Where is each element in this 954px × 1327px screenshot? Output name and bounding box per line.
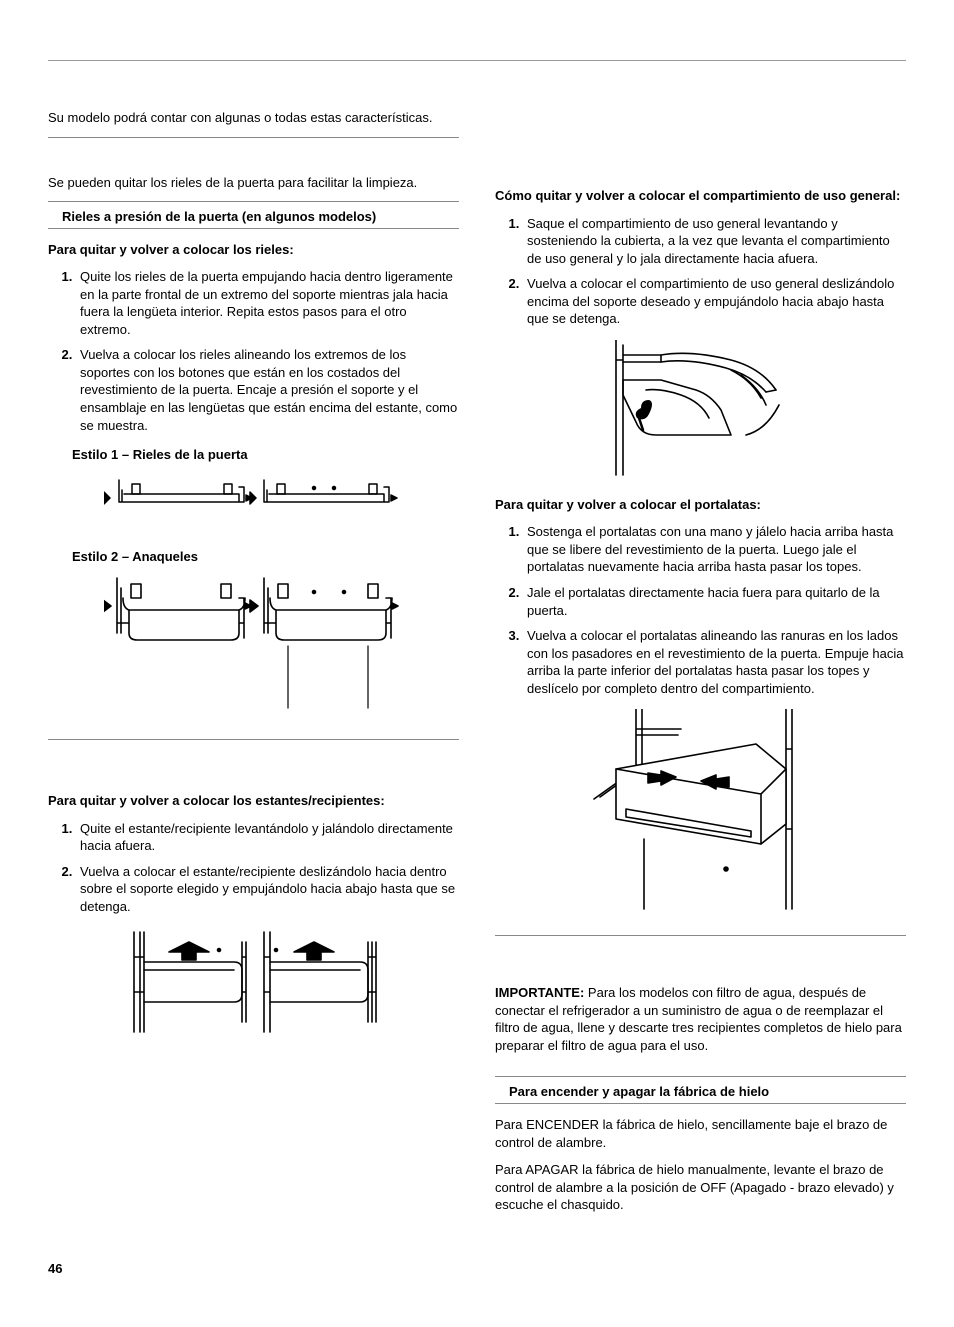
figure-style1-rails bbox=[48, 472, 459, 532]
intro-text: Su modelo podrá contar con algunas o tod… bbox=[48, 109, 459, 127]
top-horizontal-rule bbox=[48, 60, 906, 61]
list-item: Vuelva a colocar el estante/recipiente d… bbox=[76, 863, 459, 916]
two-column-layout: Su modelo podrá contar con algunas o tod… bbox=[48, 109, 906, 1224]
divider bbox=[495, 1103, 906, 1104]
list-item: Sostenga el portalatas con una mano y já… bbox=[523, 523, 906, 576]
list-item: Quite el estante/recipiente levantándolo… bbox=[76, 820, 459, 855]
subheading-canholder: Para quitar y volver a colocar el portal… bbox=[495, 496, 906, 514]
important-note: IMPORTANTE: Para los modelos con filtro … bbox=[495, 984, 906, 1054]
figure-compartment bbox=[495, 340, 906, 480]
subheading-remove-rails: Para quitar y volver a colocar los riele… bbox=[48, 241, 459, 259]
shelves-steps-list: Quite el estante/recipiente levantándolo… bbox=[48, 820, 459, 916]
canholder-steps-list: Sostenga el portalatas con una mano y já… bbox=[495, 523, 906, 697]
list-item: Jale el portalatas directamente hacia fu… bbox=[523, 584, 906, 619]
style-1-label: Estilo 1 – Rieles de la puerta bbox=[72, 446, 459, 464]
divider bbox=[48, 137, 459, 138]
subheading-compartment: Cómo quitar y volver a colocar el compar… bbox=[495, 187, 906, 205]
right-column: Cómo quitar y volver a colocar el compar… bbox=[495, 109, 906, 1224]
page-number: 46 bbox=[48, 1260, 906, 1278]
figure-style2-shelves bbox=[48, 573, 459, 723]
list-item: Vuelva a colocar el compartimiento de us… bbox=[523, 275, 906, 328]
rails-steps-list: Quite los rieles de la puerta empujando … bbox=[48, 268, 459, 434]
section-heading-rails: Rieles a presión de la puerta (en alguno… bbox=[62, 208, 459, 226]
subheading-shelves: Para quitar y volver a colocar los estan… bbox=[48, 792, 459, 810]
divider bbox=[495, 1076, 906, 1077]
list-item: Vuelva a colocar el portalatas alineando… bbox=[523, 627, 906, 697]
list-item: Quite los rieles de la puerta empujando … bbox=[76, 268, 459, 338]
divider bbox=[48, 739, 459, 740]
style-2-label: Estilo 2 – Anaqueles bbox=[72, 548, 459, 566]
icemaker-off-text: Para APAGAR la fábrica de hielo manualme… bbox=[495, 1161, 906, 1214]
important-label: IMPORTANTE: bbox=[495, 985, 584, 1000]
divider bbox=[48, 201, 459, 202]
list-item: Vuelva a colocar los rieles alineando lo… bbox=[76, 346, 459, 434]
figure-canholder bbox=[495, 709, 906, 919]
rails-intro: Se pueden quitar los rieles de la puerta… bbox=[48, 174, 459, 192]
divider bbox=[495, 935, 906, 936]
compartment-steps-list: Saque el compartimiento de uso general l… bbox=[495, 215, 906, 328]
section-heading-icemaker: Para encender y apagar la fábrica de hie… bbox=[509, 1083, 906, 1101]
divider bbox=[48, 228, 459, 229]
icemaker-on-text: Para ENCENDER la fábrica de hielo, senci… bbox=[495, 1116, 906, 1151]
left-column: Su modelo podrá contar con algunas o tod… bbox=[48, 109, 459, 1224]
list-item: Saque el compartimiento de uso general l… bbox=[523, 215, 906, 268]
figure-shelf-bins bbox=[48, 927, 459, 1037]
